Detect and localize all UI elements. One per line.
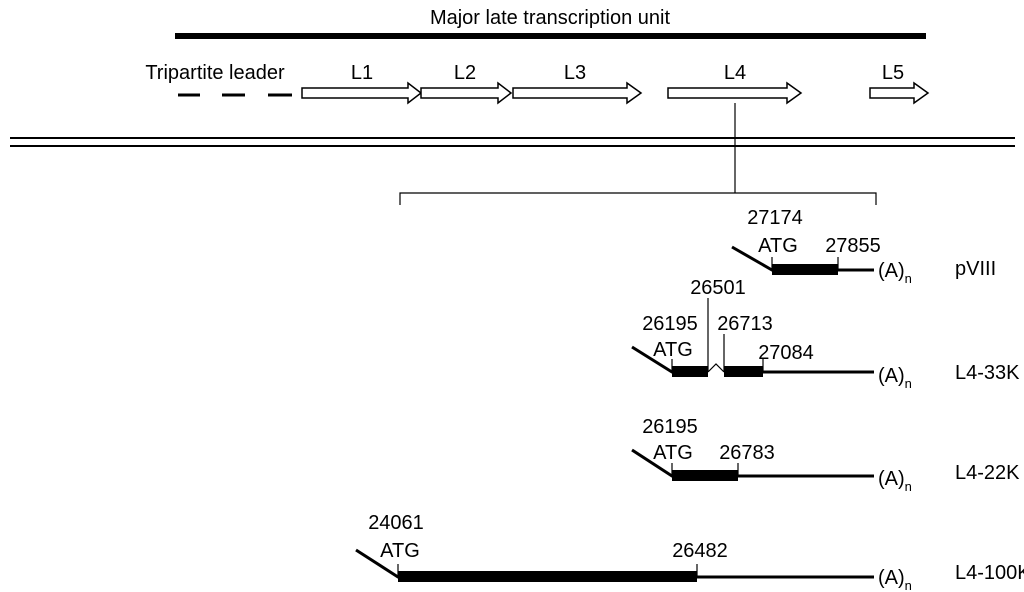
arrow-l1 (301, 81, 423, 105)
atg-label: ATG (653, 442, 693, 464)
polya-label: (A)n (878, 468, 912, 494)
polya-label: (A)n (878, 567, 912, 592)
position-label: 26501 (690, 277, 746, 299)
position-label: 26482 (672, 540, 728, 562)
unit-label: L2 (454, 62, 476, 84)
unit-label: L4 (724, 62, 746, 84)
transcript-pviii (731, 245, 874, 275)
transcript-name: L4-22K (955, 462, 1020, 484)
unit-label: L5 (882, 62, 904, 84)
atg-label: ATG (380, 540, 420, 562)
transcript-l4-22k (631, 448, 874, 481)
l4-bracket (399, 192, 877, 205)
transcript-l4-100k (355, 548, 874, 582)
transcript-l4-33k (631, 298, 874, 377)
position-label: 26195 (642, 416, 698, 438)
title: Major late transcription unit (430, 7, 671, 29)
arrow-l4 (667, 81, 803, 105)
unit-label: L3 (564, 62, 586, 84)
position-label: 24061 (368, 512, 424, 534)
arrow-l3 (512, 81, 643, 105)
atg-label: ATG (653, 339, 693, 361)
transcript-name: L4-100K (955, 562, 1024, 584)
position-label: 27084 (758, 342, 814, 364)
polya-label: (A)n (878, 365, 912, 391)
arrow-l5 (869, 81, 930, 105)
unit-label: L1 (351, 62, 373, 84)
atg-label: ATG (758, 235, 798, 257)
position-label: 26195 (642, 313, 698, 335)
position-label: 27174 (747, 207, 803, 229)
transcript-name: L4-33K (955, 362, 1020, 384)
leader-label: Tripartite leader (145, 62, 285, 84)
polya-label: (A)n (878, 260, 912, 286)
position-label: 26783 (719, 442, 775, 464)
transcript-name: pVIII (955, 258, 996, 280)
position-label: 27855 (825, 235, 881, 257)
unit-arrows (301, 81, 930, 105)
arrow-l2 (420, 81, 513, 105)
position-label: 26713 (717, 313, 773, 335)
